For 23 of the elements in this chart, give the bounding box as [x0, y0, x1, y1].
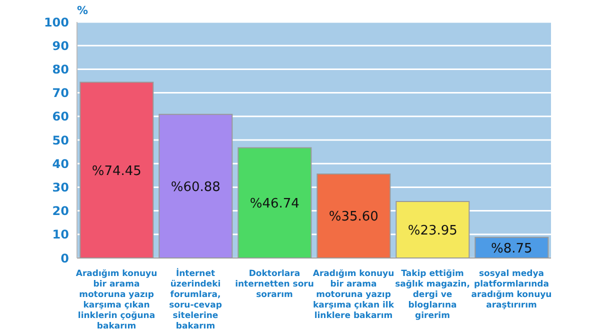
data-label: %46.74 — [250, 196, 300, 212]
data-label: %35.60 — [328, 210, 378, 225]
data-label: %74.45 — [92, 164, 142, 179]
y-tick-label: 40 — [52, 156, 69, 171]
x-tick-label: Aradığım konuyu bir arama motoruna yazıp karşıma çıkan ilk linklere bakarım — [312, 269, 394, 321]
y-tick-label: 80 — [52, 62, 69, 76]
y-axis-title: % — [77, 4, 88, 17]
x-tick-label: Aradığım konuyu bir arama motoruna yazıp karşıma çıkan linklerin çoğuna bakarım — [76, 269, 158, 330]
x-tick-label: Takip ettiğim sağlık magazin, dergi ve bloglarına girerim — [395, 269, 470, 321]
y-tick-label: 60 — [52, 110, 69, 124]
y-tick-label: 10 — [52, 228, 69, 242]
y-tick-label: 90 — [52, 38, 69, 53]
y-tick-label: 30 — [52, 180, 69, 194]
data-label: %60.88 — [170, 180, 220, 195]
x-tick-label: sosyal medya platformlarında aradığım konuyu araştırırım — [471, 269, 552, 310]
y-tick-label: 20 — [52, 204, 69, 218]
x-tick-label: İnternet üzerindeki forumlara, soru-cevap sitelerine bakarım — [169, 268, 222, 330]
y-tick-label: 50 — [52, 133, 69, 148]
y-tick-label: 0 — [60, 251, 69, 266]
y-tick-label: 100 — [44, 15, 69, 30]
y-tick-label: 70 — [52, 86, 69, 100]
data-label: %8.75 — [491, 241, 532, 256]
data-label: %23.95 — [408, 223, 458, 238]
